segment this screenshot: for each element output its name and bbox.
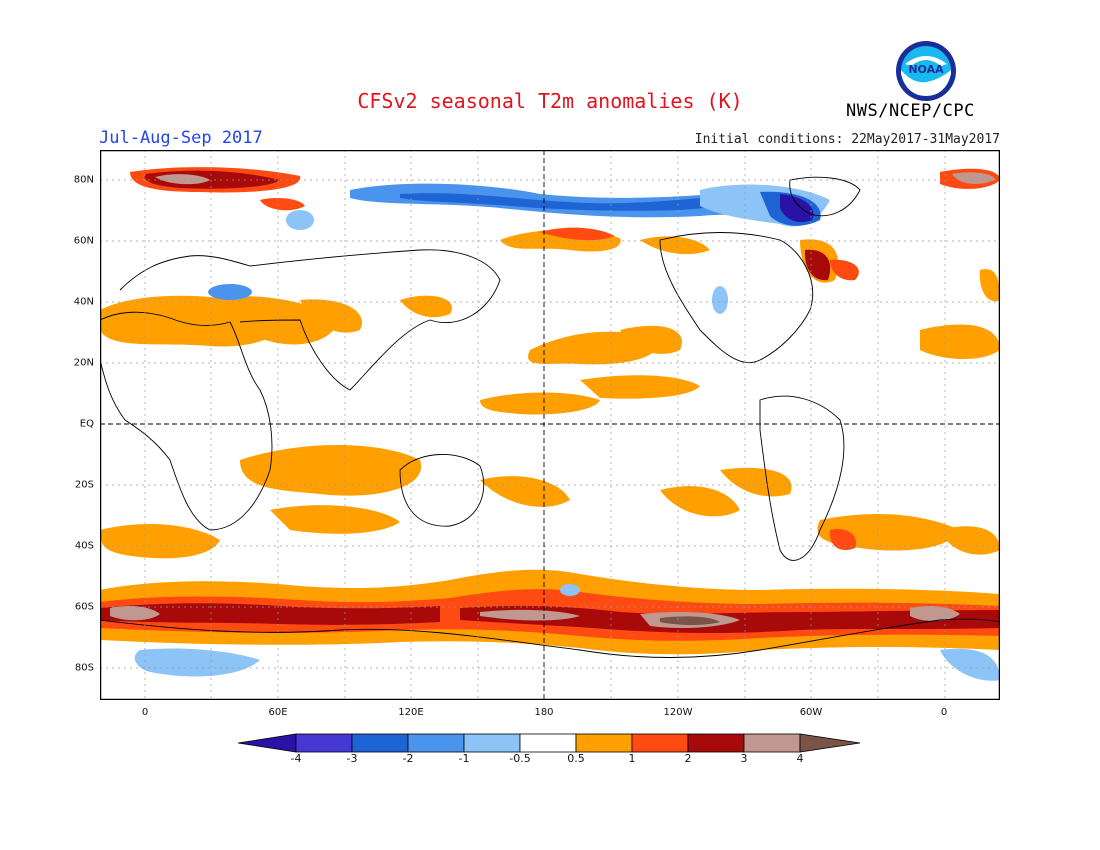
- colorbar-label: -0.5: [509, 752, 531, 765]
- agency-label: NWS/NCEP/CPC: [846, 101, 975, 121]
- lat-label: 80S: [74, 662, 94, 674]
- svg-text:NOAA: NOAA: [908, 63, 944, 76]
- lat-label: 20N: [73, 357, 94, 369]
- lon-label: 180: [534, 707, 554, 718]
- anomaly-map: [100, 150, 1000, 700]
- graticule: [100, 150, 1000, 700]
- colorbar-label: 4: [796, 752, 804, 765]
- colorbar: [238, 733, 861, 753]
- colorbar-label: -1: [458, 752, 470, 765]
- colorbar-label: 2: [684, 752, 692, 765]
- lat-label: 60S: [74, 601, 94, 613]
- noaa-logo-icon: NOAA: [896, 41, 956, 101]
- colorbar-label: 1: [628, 752, 636, 765]
- colorbar-label: 0.5: [567, 752, 585, 765]
- season-label: Jul-Aug-Sep 2017: [99, 128, 263, 148]
- colorbar-label: -4: [290, 752, 302, 765]
- chart-title: CFSv2 seasonal T2m anomalies (K): [357, 89, 743, 113]
- lon-label: 0: [141, 707, 149, 718]
- lon-label: 120W: [663, 707, 693, 718]
- colorbar-label: -2: [402, 752, 414, 765]
- anomaly-fields: [100, 167, 1000, 681]
- coastlines: [100, 176, 1000, 658]
- lat-label: 60N: [73, 235, 94, 247]
- lat-label: EQ: [79, 418, 94, 430]
- colorbar-label: -3: [346, 752, 358, 765]
- lon-label: 120E: [398, 707, 424, 718]
- lat-label: 40S: [74, 540, 94, 552]
- initial-conditions: Initial conditions: 22May2017-31May2017: [694, 132, 1000, 147]
- equator-dateline: [100, 150, 1000, 700]
- lon-label: 60E: [268, 707, 288, 718]
- colorbar-label: 3: [740, 752, 748, 765]
- lat-label: 20S: [74, 479, 94, 491]
- lat-label: 80N: [73, 174, 94, 186]
- lat-label: 40N: [73, 296, 94, 308]
- lon-label: 0: [940, 707, 948, 718]
- lon-label: 60W: [799, 707, 823, 718]
